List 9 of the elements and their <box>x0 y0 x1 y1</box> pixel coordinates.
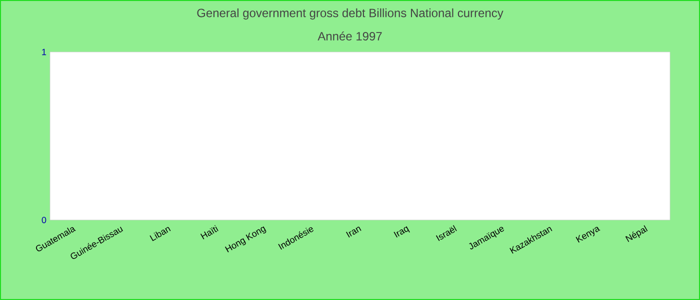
x-tick-label: Haïti <box>200 225 218 240</box>
y-tick-label: 1 <box>42 48 46 56</box>
x-tick-label: Hong Kong <box>224 226 266 252</box>
chart-subtitle: Année 1997 <box>318 32 382 40</box>
x-tick-label: Liban <box>150 227 171 242</box>
x-tick-label: Iraq <box>394 226 410 238</box>
x-tick-label: Iran <box>346 226 362 238</box>
chart-title: General government gross debt Billions National currency <box>197 8 504 20</box>
y-tick-label: 0 <box>42 216 46 224</box>
